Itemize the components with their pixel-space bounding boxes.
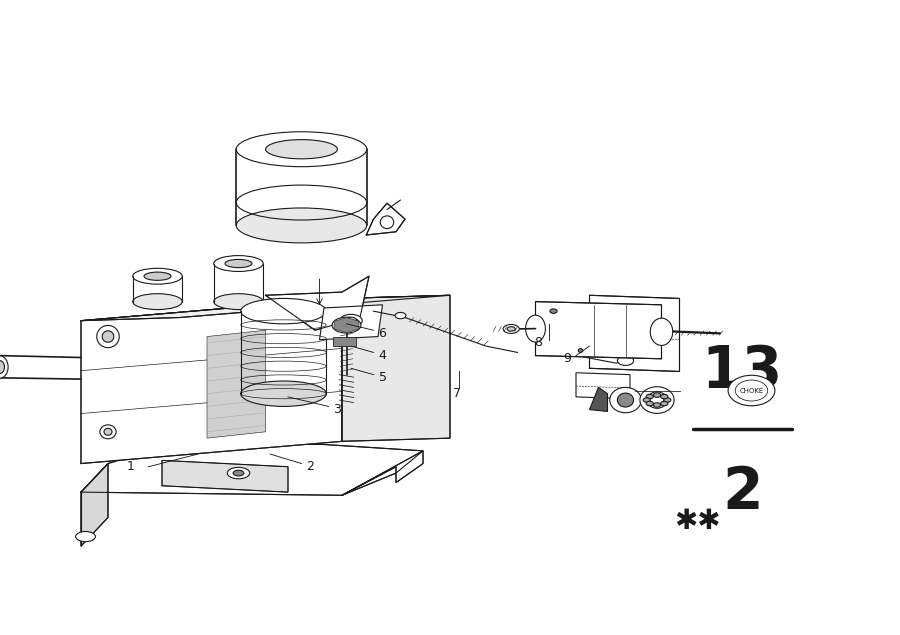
Ellipse shape	[233, 470, 244, 476]
Polygon shape	[162, 460, 288, 492]
Ellipse shape	[617, 356, 634, 366]
Ellipse shape	[395, 312, 406, 319]
Polygon shape	[81, 298, 342, 464]
Ellipse shape	[728, 375, 775, 406]
Ellipse shape	[644, 398, 651, 403]
Ellipse shape	[236, 208, 367, 243]
Ellipse shape	[661, 401, 668, 406]
Ellipse shape	[133, 293, 182, 310]
Text: 2: 2	[307, 460, 314, 473]
Ellipse shape	[380, 216, 394, 229]
Ellipse shape	[653, 393, 661, 398]
Polygon shape	[590, 295, 680, 371]
Ellipse shape	[526, 315, 545, 342]
Text: 2: 2	[722, 464, 763, 521]
Ellipse shape	[647, 392, 667, 408]
Ellipse shape	[214, 293, 263, 310]
Ellipse shape	[104, 428, 112, 436]
Ellipse shape	[653, 403, 661, 407]
Ellipse shape	[0, 356, 8, 378]
Text: ✱✱: ✱✱	[674, 507, 721, 535]
Ellipse shape	[640, 387, 674, 413]
Ellipse shape	[100, 425, 116, 439]
Polygon shape	[576, 373, 630, 399]
Text: 13: 13	[702, 343, 783, 400]
Ellipse shape	[76, 531, 95, 542]
Ellipse shape	[650, 318, 673, 345]
Ellipse shape	[578, 349, 583, 352]
Ellipse shape	[345, 318, 356, 324]
Polygon shape	[266, 276, 369, 330]
Text: 1: 1	[127, 460, 134, 473]
Ellipse shape	[646, 401, 653, 406]
Polygon shape	[207, 330, 266, 438]
Text: 5: 5	[379, 371, 386, 384]
Ellipse shape	[0, 361, 4, 373]
Ellipse shape	[340, 314, 362, 327]
Polygon shape	[536, 302, 662, 359]
Text: CHOKE: CHOKE	[740, 387, 763, 394]
Text: 3: 3	[334, 403, 341, 416]
Polygon shape	[81, 464, 108, 546]
Ellipse shape	[241, 381, 326, 406]
Ellipse shape	[546, 307, 561, 316]
Polygon shape	[333, 337, 356, 346]
Ellipse shape	[610, 387, 641, 413]
Text: 4: 4	[379, 349, 386, 362]
Polygon shape	[81, 295, 450, 321]
Polygon shape	[320, 305, 382, 340]
Polygon shape	[366, 203, 405, 235]
Ellipse shape	[266, 140, 338, 159]
Ellipse shape	[503, 324, 519, 333]
Ellipse shape	[144, 272, 171, 281]
Ellipse shape	[576, 347, 585, 354]
Polygon shape	[342, 295, 450, 441]
Ellipse shape	[617, 393, 634, 407]
Ellipse shape	[227, 467, 250, 479]
Polygon shape	[590, 387, 608, 411]
Polygon shape	[576, 343, 630, 363]
Polygon shape	[81, 441, 423, 495]
Ellipse shape	[661, 394, 668, 399]
Ellipse shape	[663, 398, 670, 403]
Ellipse shape	[241, 298, 326, 324]
Ellipse shape	[550, 309, 557, 314]
Text: 8: 8	[535, 337, 542, 349]
Ellipse shape	[225, 260, 252, 268]
Text: 6: 6	[379, 327, 386, 340]
Polygon shape	[334, 318, 359, 333]
Polygon shape	[342, 451, 423, 495]
Ellipse shape	[133, 268, 182, 284]
Ellipse shape	[338, 321, 355, 330]
Ellipse shape	[103, 331, 113, 342]
Ellipse shape	[507, 326, 515, 331]
Ellipse shape	[97, 325, 119, 348]
Ellipse shape	[214, 256, 263, 272]
Ellipse shape	[332, 318, 361, 333]
Ellipse shape	[236, 132, 367, 166]
Text: 9: 9	[563, 352, 571, 365]
Ellipse shape	[646, 394, 653, 399]
Text: 7: 7	[454, 387, 461, 400]
